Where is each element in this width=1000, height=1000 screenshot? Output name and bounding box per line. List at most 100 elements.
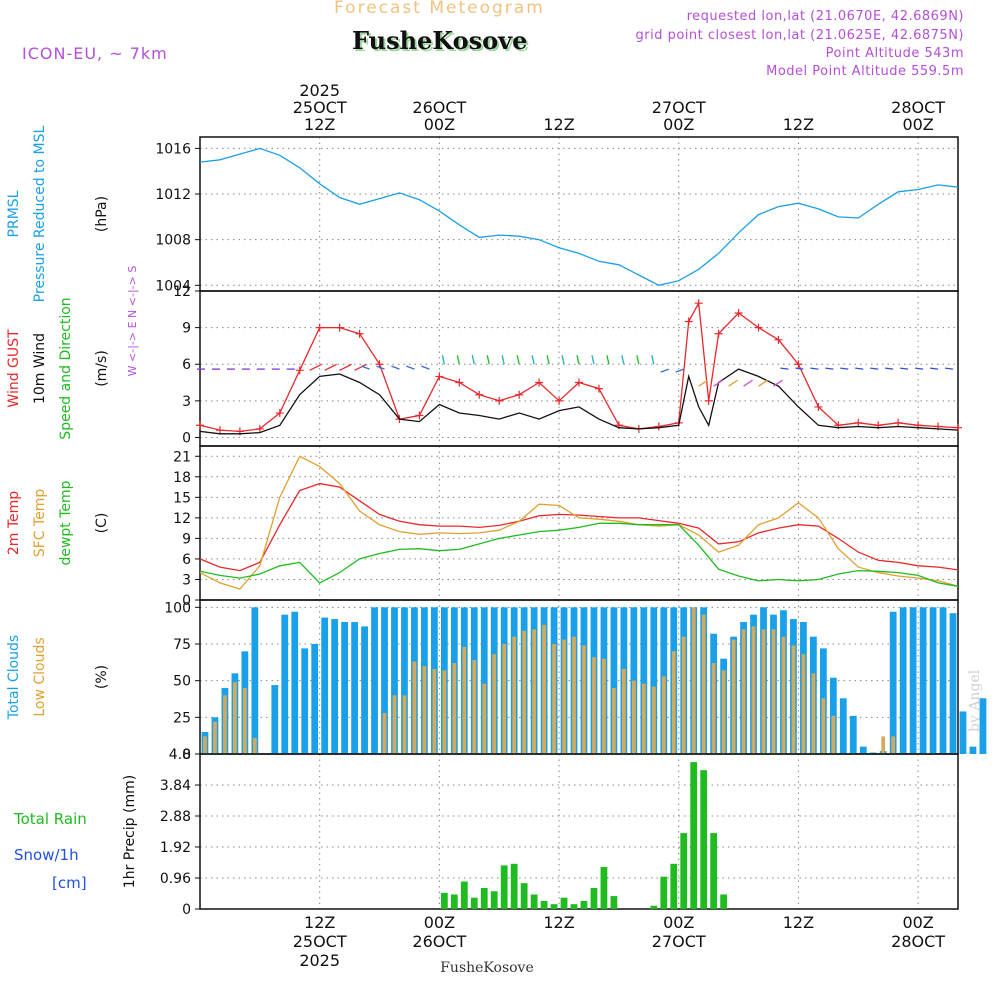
gust-marker [714,329,723,338]
bar-total-rain [550,904,558,909]
y-tick-label: 6 [182,357,191,373]
gust-marker [255,424,264,433]
gust-marker [555,396,564,405]
y-tick-label: 4.8 [169,747,191,763]
bar-low-clouds [223,695,227,754]
bar-low-clouds [392,695,397,754]
bar-total-clouds [949,613,957,754]
bar-low-clouds [771,629,776,754]
bottom-time-label: 00Z [902,913,933,932]
y-tick-label: 0 [182,593,191,609]
bar-low-clouds [252,737,257,754]
bar-low-clouds [442,670,447,754]
series-line-dewpt-temp [199,522,959,587]
bar-total-rain [720,894,728,909]
gust-marker [475,390,484,399]
wind-direction-arrow [606,355,610,365]
panel-frame [199,753,959,910]
y-tick-label: 3.84 [160,778,191,794]
bar-total-clouds [331,619,339,754]
wind-direction-arrow [456,355,460,365]
bar-low-clouds [532,629,536,754]
bar-low-clouds [203,736,207,754]
location-title: FusheKosove [352,26,528,55]
gust-marker [814,402,823,411]
panel-label: Low Clouds [32,637,48,716]
gust-marker [684,317,693,326]
wind-direction-arrow [636,355,640,365]
wind-direction-arrow [675,368,684,373]
gust-marker [774,335,783,344]
bottom-time-label: 12Z [304,913,335,932]
bar-low-clouds [213,721,217,754]
y-tick-label: 1.92 [160,840,191,856]
bar-total-rain [670,863,678,909]
bar-low-clouds [622,668,626,754]
wind-direction-arrow [900,367,909,370]
gust-marker [215,426,224,435]
gust-marker [535,378,544,387]
bar-low-clouds [412,661,417,754]
bar-low-clouds [502,644,507,754]
y-tick-label: 75 [173,637,191,653]
bar-low-clouds [821,698,826,754]
panel-label: Total Rain [13,810,87,828]
gust-marker [694,299,703,308]
wind-direction-arrow [486,355,490,365]
y-tick-label: 15 [173,490,191,506]
bar-total-clouds [859,746,867,754]
gust-marker [754,323,763,332]
wind-direction-arrow [621,355,625,365]
bar-total-clouds [929,607,937,754]
bar-low-clouds [721,670,726,754]
bottom-time-label: 12Z [543,913,574,932]
bar-low-clouds [891,736,896,754]
series-line-10m-wind [199,368,959,435]
series-line-wind-gust [199,301,959,433]
wind-direction-arrow [915,367,924,370]
y-tick-label: 1008 [155,233,191,249]
bar-low-clouds [831,715,836,754]
panel-frame [199,136,959,292]
bar-low-clouds [681,636,686,754]
bar-low-clouds [801,654,806,754]
bar-low-clouds [542,624,546,754]
bar-total-rain [680,833,688,909]
bar-total-clouds [480,607,488,754]
bar-low-clouds [402,695,407,754]
bar-low-clouds [452,663,457,754]
wind-direction-arrow [855,367,864,370]
wind-direction-arrow [660,368,669,373]
wind-direction-arrow [651,355,655,365]
top-time-label: 2025 [299,81,340,100]
gust-marker [315,323,324,332]
panel-unit: (%) [94,665,110,689]
gust-marker [495,396,504,405]
gust-marker [415,411,424,420]
gust-marker [575,378,583,387]
panel-label: PRMSL [6,190,22,237]
panel-label: dewpt Temp [58,480,74,565]
wind-direction-arrow [546,355,550,365]
panel-label: 10m Wind [32,333,48,404]
bar-total-rain [710,833,718,909]
bar-low-clouds [661,676,666,754]
wind-direction-arrow [391,365,400,370]
wind-direction-arrow [795,367,804,370]
bar-total-rain [540,900,548,909]
bar-total-rain [500,865,508,909]
bar-total-clouds [351,622,358,754]
bar-total-clouds [301,648,309,754]
bar-low-clouds [691,607,696,754]
bar-total-clouds [391,607,398,754]
y-tick-label: 1012 [155,187,191,203]
wind-direction-arrow [339,363,352,371]
bar-total-clouds [919,607,927,754]
wind-direction-arrow [441,355,445,365]
bottom-time-label: 25OCT [293,932,347,951]
wind-direction-arrow [780,367,789,370]
bar-low-clouds [482,683,487,754]
y-tick-label: 9 [182,531,191,547]
point-altitude: Point Altitude 543m [825,46,964,61]
bar-total-clouds [251,607,259,754]
